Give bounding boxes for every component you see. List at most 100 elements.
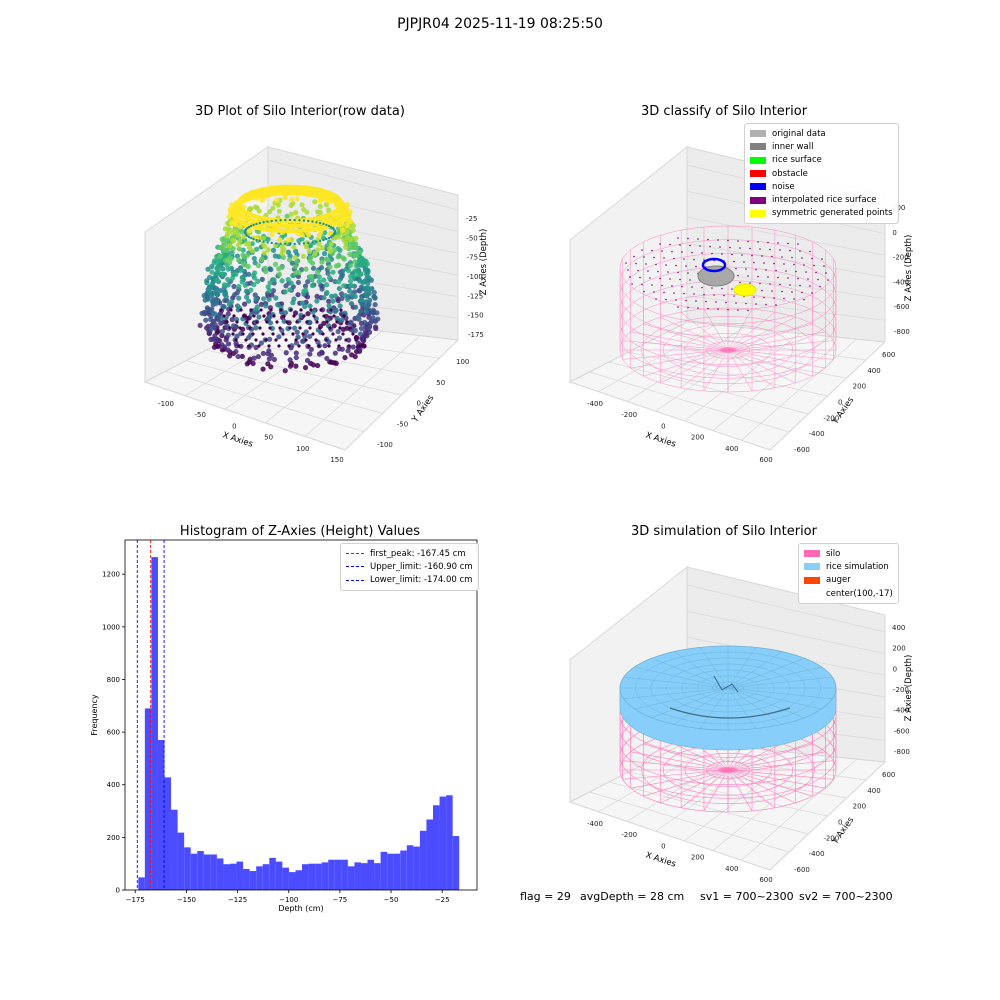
histogram-bar [216, 858, 224, 890]
panel3-y-tick-label: 800 [107, 676, 120, 684]
panel2-z-tick-label: 0 [892, 229, 896, 237]
silo-floor-center [720, 347, 736, 353]
panel3-legend-swatch [346, 553, 364, 555]
panel2-legend-swatch [750, 143, 766, 151]
panel2-legend-item: noise [750, 180, 893, 193]
histogram-bar [374, 863, 381, 890]
panel2-y-tick-label: 200 [853, 383, 866, 391]
panel2-legend-item: original data [750, 127, 893, 140]
panel3-legend-swatch [346, 579, 364, 581]
panel2-legend-label: inner wall [772, 141, 814, 152]
panel1-y-tick-label: 0 [417, 400, 421, 408]
footer-flag: flag = 29 [520, 890, 571, 903]
histogram-bar [229, 863, 237, 890]
auger-mark [713, 675, 739, 693]
panel2-legend-swatch [750, 170, 766, 178]
symmetric-points-cluster [733, 283, 757, 297]
panel1-3d-scatter: -100 -50 0 50 100 150 -100 -50 0 50 100 -25 -50 -75 -1… [143, 146, 489, 464]
histogram-bar [151, 557, 158, 890]
panel2-z-tick-label: -400 [893, 278, 909, 286]
panel1-y-tick-label: 50 [436, 379, 445, 387]
histogram-bar [302, 864, 309, 890]
histogram-bar [315, 863, 322, 890]
panel3-legend-item: Upper_limit: -160.90 cm [346, 560, 473, 573]
panel2-legend-item: rice surface [750, 154, 893, 167]
panel3-x-tick-label: −25 [435, 896, 450, 904]
panel2-legend-swatch [750, 156, 766, 164]
panel3-x-tick-label: −50 [384, 896, 399, 904]
panel1-z-tick-label: -50 [466, 234, 477, 242]
panel4-legend-label: rice simulation [826, 561, 889, 572]
panel1-x-tick-label: 100 [296, 445, 309, 453]
histogram-bar [380, 851, 388, 890]
panel4-legend-item: center(100,-17) [804, 587, 893, 600]
panel4-legend: silo rice simulation auger center(100,-17) [798, 543, 899, 605]
panel2-legend-label: interpolated rice surface [772, 195, 877, 206]
histogram-bar [243, 868, 250, 890]
panel1-z-tick-label: -25 [466, 215, 477, 223]
panel2-x-tick-label: -400 [587, 400, 603, 408]
panel4-z-tick-label: -400 [893, 707, 909, 715]
histogram-bar [426, 819, 433, 890]
panel4-x-tick-label: 200 [691, 854, 704, 862]
panel2-z-tick-label: -200 [893, 254, 909, 262]
panel3-ylabel: Frequency [90, 694, 99, 736]
panel1-z-tick-label: -175 [468, 331, 484, 339]
panel4-legend-swatch [804, 576, 820, 584]
histogram-bar [144, 708, 152, 890]
panel3-y-tick-label: 400 [107, 781, 120, 789]
histogram-bar [334, 859, 342, 890]
histogram-bar [184, 847, 191, 890]
panel2-x-tick-label: 0 [661, 422, 665, 430]
panel1-z-tick-label: -125 [467, 292, 483, 300]
panel4-y-tick-label: -600 [794, 866, 810, 874]
panel2-legend-label: rice surface [772, 155, 822, 166]
histogram-bar [190, 853, 198, 890]
panel3-legend-item: first_peak: -167.45 cm [346, 547, 473, 560]
histogram-bar [269, 857, 276, 890]
footer-sv2: sv2 = 700~2300 [799, 890, 893, 903]
figure-title: PJPJR04 2025-11-19 08:25:50 [397, 16, 603, 32]
histogram-bar [203, 854, 211, 890]
histogram-bar [210, 854, 217, 890]
panel1-x-tick-label: 0 [232, 422, 236, 430]
panel2-legend-swatch [750, 130, 766, 138]
histogram-bar [275, 861, 283, 890]
panel4-legend-item: rice simulation [804, 560, 893, 573]
panel3-x-tick-label: −125 [228, 896, 247, 904]
panel2-legend-swatch [750, 183, 766, 191]
histogram-bar [321, 862, 329, 890]
histogram-bar [308, 863, 316, 890]
panel4-z-tick-label: 200 [892, 645, 905, 653]
panel2-x-tick-label: 600 [759, 456, 772, 464]
histogram-bar [406, 845, 414, 890]
histogram-bar [328, 859, 335, 890]
panel4-x-tick-label: -400 [587, 820, 603, 828]
histogram-bar [446, 795, 453, 890]
footer-avg-depth: avgDepth = 28 cm [580, 890, 685, 903]
panel4-legend-item: silo [804, 547, 893, 560]
histogram-bar [164, 777, 172, 890]
panel1-y-tick-label: -50 [397, 420, 408, 428]
panel3-legend-label: Upper_limit: -160.90 cm [370, 561, 473, 572]
panel4-z-tick-label: -200 [893, 686, 909, 694]
histogram-bar [347, 866, 355, 890]
histogram-bar [138, 877, 145, 890]
panel2-y-tick-label: -600 [794, 446, 810, 454]
panel1-title: 3D Plot of Silo Interior(row data) [195, 104, 405, 119]
panel4-legend-label: silo [826, 548, 841, 559]
panel2-z-tick-label: 200 [892, 204, 905, 212]
panel4-z-tick-label: 400 [892, 624, 905, 632]
panel2-z-tick-label: -800 [894, 328, 910, 336]
panel2-y-tick-label: 0 [838, 399, 842, 407]
panel2-legend-item: interpolated rice surface [750, 193, 893, 206]
panel4-z-tick-label: -600 [894, 727, 910, 735]
panel3-y-tick-label: 200 [107, 834, 120, 842]
panel2-legend-label: symmetric generated points [772, 208, 893, 219]
panel4-z-tick-label: 0 [893, 665, 897, 673]
panel2-y-tick-label: 600 [882, 351, 895, 359]
panel1-x-tick-label: -50 [194, 411, 205, 419]
histogram-bar [387, 853, 394, 890]
panel4-y-tick-label: 400 [867, 787, 880, 795]
histogram-bar [249, 871, 257, 890]
